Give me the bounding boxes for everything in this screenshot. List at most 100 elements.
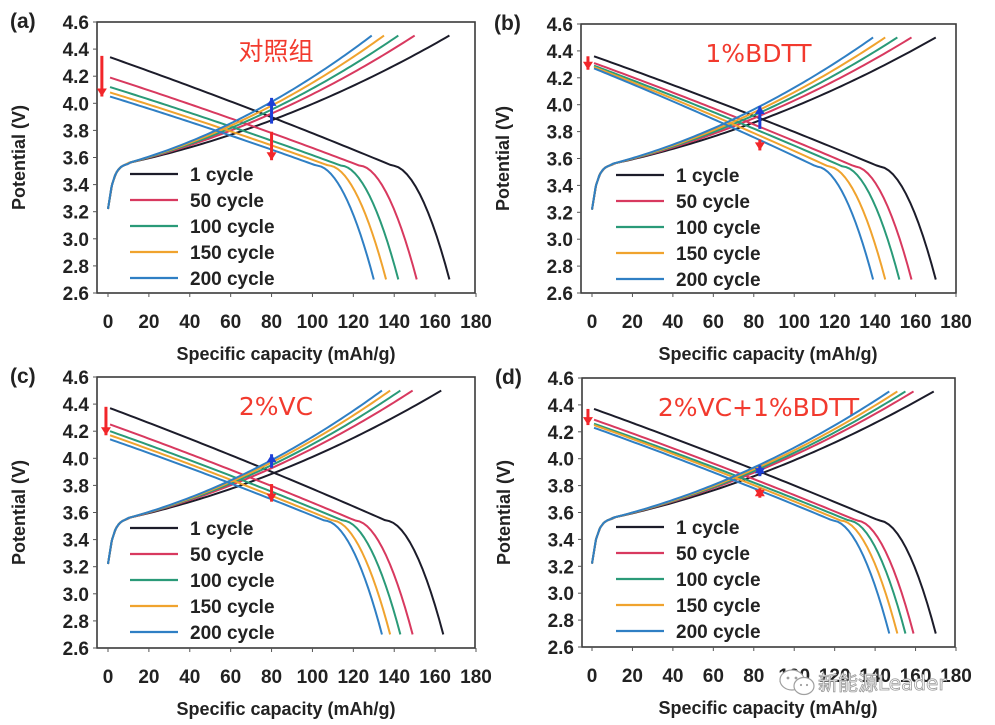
arrow-down [266,131,277,161]
charge-curve-200-cycle [107,34,373,210]
discharge-curve-200-cycle [593,67,875,280]
legend-label: 50 cycle [190,191,264,212]
legend-label: 200 cycle [190,623,275,644]
x-tick-label: 40 [662,312,683,333]
legend-label: 150 cycle [190,597,275,618]
discharge-curve-200-cycle [109,95,375,280]
x-tick-label: 120 [337,312,369,333]
y-tick-label: 2.6 [548,638,574,659]
arrow-head [266,152,277,161]
arrow-up [754,106,765,129]
x-tick-label: 180 [940,312,972,333]
discharge-curve-100-cycle [593,64,901,280]
plot-frame [580,23,957,294]
arrow-head [754,142,765,151]
condition-annotation: 2%VC+1%BDTT [658,393,860,422]
legend-label: 100 cycle [190,571,275,592]
y-tick-label: 4.6 [548,369,574,390]
y-tick-label: 4.6 [547,15,573,36]
charge-curve-1-cycle [107,34,450,210]
arrow-head [266,454,277,463]
y-tick-label: 3.0 [547,230,573,251]
arrow-head [582,417,593,426]
chart-panel-b: 2.6 2.8 3.0 3.2 3.4 3.6 3.8 4.0 4.2 4.4 4.6 0 20 40 60… [493,12,972,364]
x-tick-label: 120 [337,667,369,688]
legend-label: 100 cycle [190,217,275,238]
arrow-down [266,484,277,502]
x-tick-label: 140 [859,312,891,333]
x-tick-label: 160 [419,312,451,333]
legend-item: 150 cycle [616,596,761,617]
discharge-curve-150-cycle [109,434,392,635]
y-tick-label: 2.8 [547,257,573,278]
y-tick-label: 2.8 [548,611,574,632]
arrow-down [582,56,593,70]
discharge-curve-100-cycle [593,422,907,634]
x-tick-label: 80 [743,666,764,687]
x-tick-label: 20 [138,667,159,688]
x-tick-label: 160 [900,666,932,687]
legend-label: 1 cycle [676,518,739,539]
x-tick-label: 60 [220,667,241,688]
panel-label: (a) [10,10,36,33]
legend-item: 100 cycle [130,217,275,238]
legend-label: 100 cycle [676,218,761,239]
legend-item: 1 cycle [130,519,253,540]
watermark-text: 新能源Leader [818,671,947,695]
discharge-curve-150-cycle [109,91,388,280]
y-axis-title: Potential (V) [493,106,513,211]
x-axis-title: Specific capacity (mAh/g) [658,698,877,718]
x-tick-label: 60 [703,666,724,687]
discharge-curve-150-cycle [593,66,887,280]
arrow-down [754,139,765,151]
legend-item: 50 cycle [616,544,750,565]
y-axis-title: Potential (V) [9,105,29,210]
wechat-icon [779,669,815,696]
discharge-curve-100-cycle [109,430,402,635]
arrow-head [96,88,107,97]
y-tick-label: 4.0 [548,450,574,471]
legend: 1 cycle 50 cycle 100 cycle 150 cycle 200 cyc… [616,166,761,291]
x-tick-label: 60 [703,312,724,333]
legend-item: 50 cycle [130,191,264,212]
y-tick-label: 4.2 [63,67,89,88]
legend-item: 100 cycle [130,571,275,592]
y-tick-label: 4.4 [547,42,574,63]
x-tick-label: 120 [819,666,851,687]
curves [591,36,937,280]
discharge-curve-200-cycle [593,426,891,634]
y-tick-label: 4.4 [63,395,90,416]
legend-item: 200 cycle [130,623,275,644]
y-tick-label: 4.6 [63,368,89,389]
legend-label: 150 cycle [676,244,761,265]
x-tick-label: 100 [297,312,329,333]
x-tick-label: 40 [662,666,683,687]
legend-item: 200 cycle [616,270,761,291]
legend-item: 150 cycle [130,243,275,264]
plot-frame [96,21,476,294]
y-axis-title: Potential (V) [9,460,29,565]
legend-label: 50 cycle [676,192,750,213]
y-tick-label: 4.4 [548,396,575,417]
plot-frame [581,377,956,648]
y-tick-label: 3.4 [547,176,574,197]
arrow-head [266,493,277,502]
y-tick-label: 3.2 [63,203,89,224]
chart-panel-a: 2.6 2.8 3.0 3.2 3.4 3.6 3.8 4.0 4.2 4.4 4.6 0 20 40 60… [9,10,492,364]
plot-frame [96,376,476,649]
y-tick-label: 3.4 [548,530,575,551]
condition-annotation: 2%VC [239,392,313,421]
legend: 1 cycle 50 cycle 100 cycle 150 cycle 200 cyc… [616,518,761,643]
arrow-head [100,427,111,436]
discharge-curve-1-cycle [593,407,937,634]
legend-item: 1 cycle [130,165,253,186]
panel-label: (c) [10,365,36,388]
discharge-curve-50-cycle [109,423,414,635]
panel-label: (d) [495,366,522,389]
legend-item: 1 cycle [616,166,739,187]
legend-item: 150 cycle [130,597,275,618]
legend-label: 1 cycle [190,165,253,186]
x-tick-label: 80 [261,667,282,688]
curves [107,389,445,635]
discharge-curve-50-cycle [593,62,913,280]
